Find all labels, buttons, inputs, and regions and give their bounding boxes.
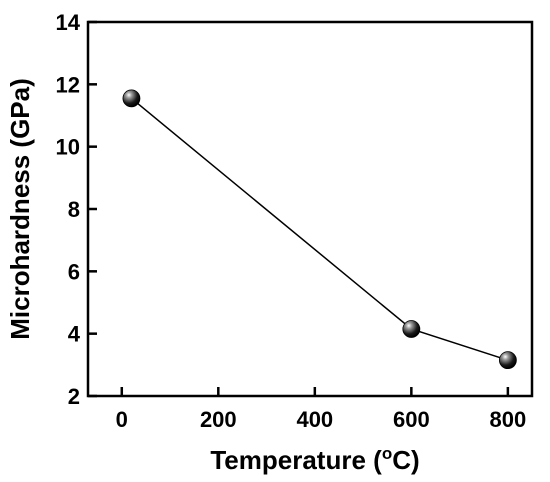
y-tick-label: 10	[56, 135, 80, 160]
series-line	[130, 97, 509, 361]
x-axis-title: Temperature (oC)	[210, 444, 419, 475]
y-tick-label: 14	[56, 10, 81, 35]
x-tick-label: 400	[296, 407, 333, 432]
data-point	[122, 89, 141, 108]
y-axis-title: Microhardness (GPa)	[5, 78, 35, 340]
data-point	[402, 320, 421, 338]
x-axis-title-unit: C)	[392, 445, 419, 475]
data-point	[498, 351, 517, 370]
y-axis-ticks: 2 4 6 8 10 12 14	[56, 10, 97, 409]
x-axis-title-superscript: o	[382, 444, 392, 463]
x-tick-label: 800	[490, 407, 527, 432]
x-axis-ticks: 0 200 400 600 800	[116, 387, 527, 432]
y-tick-label: 8	[68, 197, 80, 222]
x-tick-label: 0	[116, 407, 128, 432]
x-tick-label: 600	[393, 407, 430, 432]
y-tick-label: 6	[68, 259, 80, 284]
y-tick-label: 12	[56, 72, 80, 97]
y-tick-label: 4	[68, 322, 81, 347]
series-layer	[122, 89, 517, 370]
x-tick-label: 200	[200, 407, 237, 432]
plot-frame	[86, 20, 534, 398]
y-tick-label: 2	[68, 384, 80, 409]
x-axis-title-text: Temperature (	[210, 445, 382, 475]
